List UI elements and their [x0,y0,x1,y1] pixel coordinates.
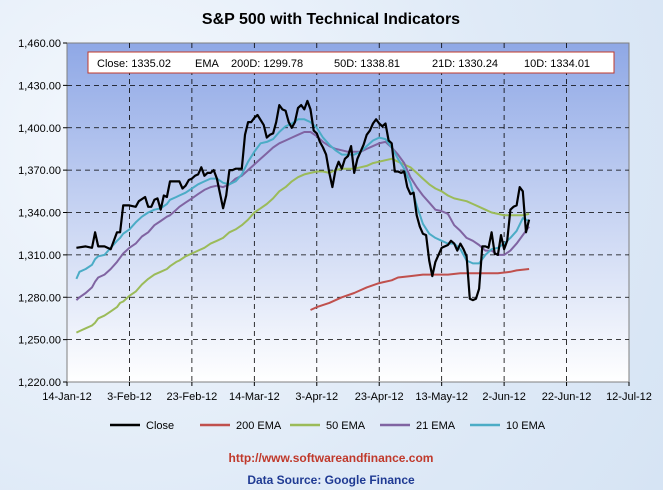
indicator-ema-label: EMA [195,58,220,70]
footer-url[interactable]: http://www.softwareandfinance.com [229,451,434,465]
legend-label: 50 EMA [326,420,366,432]
legend-label: 10 EMA [506,420,546,432]
y-tick-label: 1,220.00 [18,377,61,389]
indicator-10d: 10D: 1334.01 [524,58,590,70]
x-tick-label: 13-May-12 [415,391,468,403]
x-tick-label: 23-Feb-12 [167,391,218,403]
x-axis: 14-Jan-12 3-Feb-12 23-Feb-12 14-Mar-12 3-Apr… [42,382,652,403]
indicator-box: Close: 1335.02 EMA 200D: 1299.78 50D: 13… [87,51,615,74]
legend-label: 200 EMA [236,420,282,432]
x-tick-label: 14-Jan-12 [42,391,92,403]
y-tick-label: 1,430.00 [18,80,61,92]
indicator-200d: 200D: 1299.78 [231,58,303,70]
x-tick-label: 23-Apr-12 [355,391,404,403]
y-tick-label: 1,250.00 [18,335,61,347]
y-tick-label: 1,280.00 [18,292,61,304]
legend: Close 200 EMA 50 EMA 21 EMA 10 EMA [110,420,546,432]
y-tick-label: 1,310.00 [18,250,61,262]
chart-title: S&P 500 with Technical Indicators [202,11,460,28]
series-lines [75,99,531,334]
y-tick-label: 1,370.00 [18,165,61,177]
x-tick-label: 3-Apr-12 [295,391,338,403]
grid-lines [67,43,629,382]
x-tick-label: 22-Jun-12 [542,391,592,403]
x-tick-label: 12-Jul-12 [606,391,652,403]
series-200-ema [310,268,530,311]
indicator-21d: 21D: 1330.24 [432,58,498,70]
y-axis: 1,220.00 1,250.00 1,280.00 1,310.00 1,340.00… [18,38,67,389]
y-tick-label: 1,400.00 [18,123,61,135]
series-21-ema [75,131,530,301]
series-close [76,99,531,302]
x-tick-label: 14-Mar-12 [229,391,280,403]
footer-source: Data Source: Google Finance [247,473,415,487]
x-tick-label: 2-Jun-12 [482,391,525,403]
indicator-close: Close: 1335.02 [97,58,171,70]
indicator-50d: 50D: 1338.81 [334,58,400,70]
legend-label: 21 EMA [416,420,456,432]
y-tick-label: 1,460.00 [18,38,61,50]
legend-label: Close [146,420,174,432]
series-50-ema [75,157,530,334]
x-tick-label: 3-Feb-12 [107,391,152,403]
y-tick-label: 1,340.00 [18,208,61,220]
